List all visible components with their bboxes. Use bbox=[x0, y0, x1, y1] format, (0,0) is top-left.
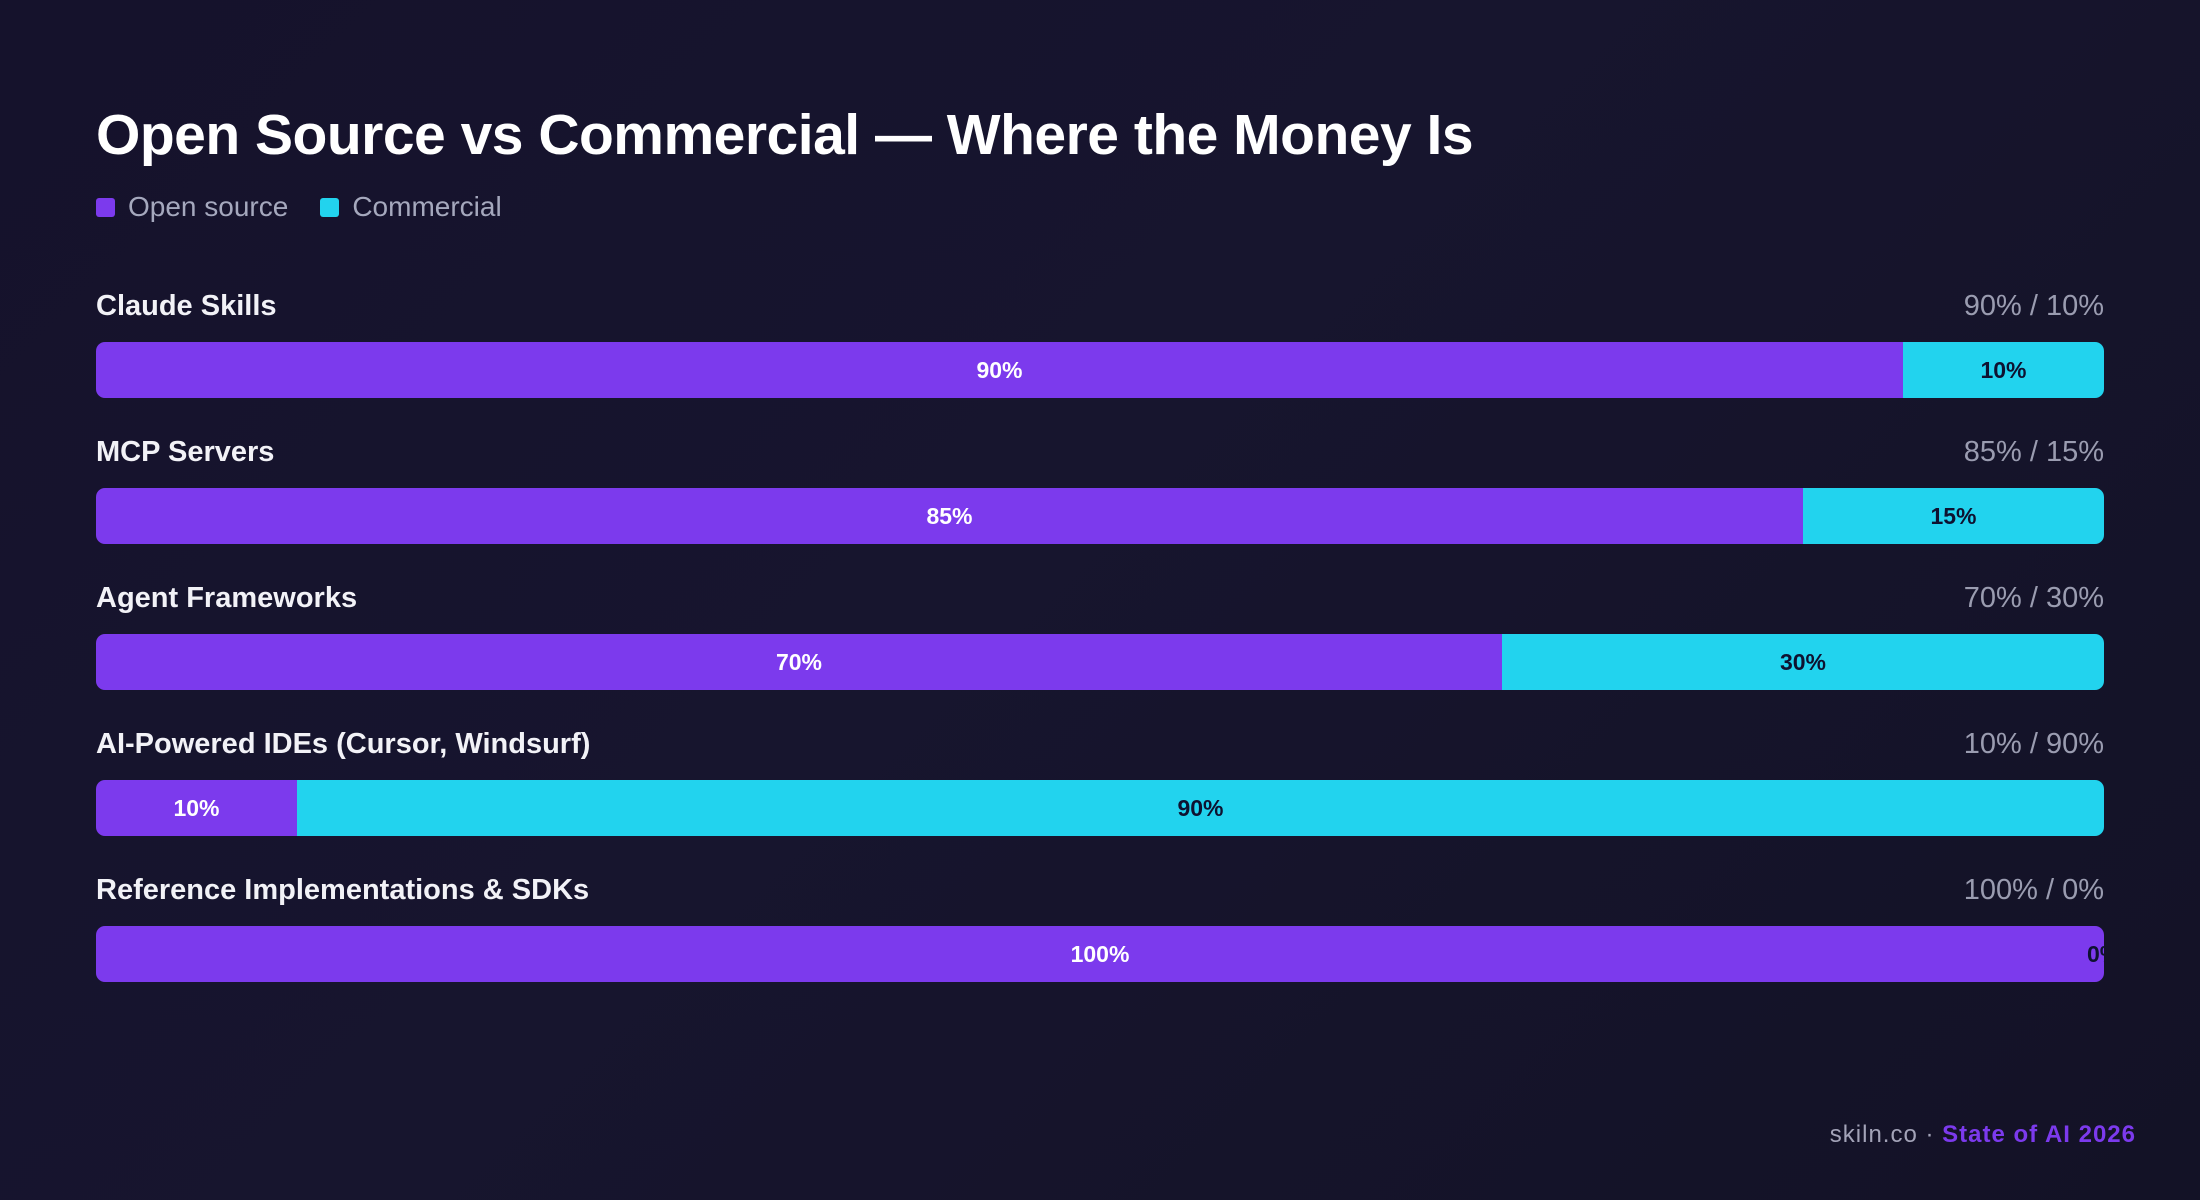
bar-segment-commercial: 15% bbox=[1803, 488, 2104, 544]
ratio-label: 85% / 15% bbox=[1963, 436, 2104, 468]
footer-domain: skiln.co bbox=[1829, 1121, 1918, 1148]
legend-label: Commercial bbox=[352, 191, 502, 222]
row-header: Agent Frameworks 70% / 30% bbox=[96, 580, 2104, 620]
chart-rows: Claude Skills 90% / 10% 90% 10% MCP Servers 8… bbox=[96, 288, 2104, 1018]
bar-segment-open-source: 85% bbox=[96, 488, 1803, 544]
chart-row: Claude Skills 90% / 10% 90% 10% bbox=[96, 288, 2104, 434]
bar-segment-commercial: 90% bbox=[297, 780, 2104, 836]
bar-segment-open-source: 100% bbox=[96, 926, 2104, 982]
chart-legend: Open source Commercial bbox=[96, 188, 534, 226]
category-label: AI-Powered IDEs (Cursor, Windsurf) bbox=[96, 728, 591, 760]
category-label: MCP Servers bbox=[96, 436, 275, 468]
bar-segment-commercial: 10% bbox=[1903, 342, 2104, 398]
footer-separator: · bbox=[1917, 1121, 1943, 1148]
category-label: Claude Skills bbox=[96, 290, 277, 322]
chart-row: Reference Implementations & SDKs 100% / 0… bbox=[96, 872, 2104, 1018]
legend-swatch bbox=[96, 197, 115, 217]
stacked-bar: 90% 10% bbox=[96, 342, 2104, 398]
chart-title: Open Source vs Commercial — Where the Mo… bbox=[96, 103, 1474, 167]
stacked-bar: 70% 30% bbox=[96, 634, 2104, 690]
legend-label: Open source bbox=[128, 191, 289, 222]
category-label: Reference Implementations & SDKs bbox=[96, 874, 590, 906]
ratio-label: 100% / 0% bbox=[1963, 874, 2104, 906]
chart-row: Agent Frameworks 70% / 30% 70% 30% bbox=[96, 580, 2104, 726]
row-header: MCP Servers 85% / 15% bbox=[96, 434, 2104, 474]
stacked-bar: 85% 15% bbox=[96, 488, 2104, 544]
stacked-bar: 100%0% bbox=[96, 926, 2104, 982]
stacked-bar: 10% 90% bbox=[96, 780, 2104, 836]
legend-item: Commercial bbox=[320, 191, 502, 223]
chart-row: AI-Powered IDEs (Cursor, Windsurf) 10% / … bbox=[96, 726, 2104, 872]
category-label: Agent Frameworks bbox=[96, 582, 358, 614]
ratio-label: 10% / 90% bbox=[1963, 728, 2104, 760]
ratio-label: 90% / 10% bbox=[1963, 290, 2104, 322]
chart-row: MCP Servers 85% / 15% 85% 15% bbox=[96, 434, 2104, 580]
bar-segment-open-source: 90% bbox=[96, 342, 1903, 398]
bar-segment-open-source: 70% bbox=[96, 634, 1502, 690]
row-header: Reference Implementations & SDKs 100% / 0… bbox=[96, 872, 2104, 912]
bar-segment-commercial: 30% bbox=[1502, 634, 2104, 690]
footer: skiln.co · State of AI 2026 bbox=[1830, 1121, 2136, 1149]
chart: Open Source vs Commercial — Where the Mo… bbox=[96, 0, 2104, 1200]
row-header: AI-Powered IDEs (Cursor, Windsurf) 10% / … bbox=[96, 726, 2104, 766]
bar-segment-open-source: 10% bbox=[96, 780, 297, 836]
legend-item: Open source bbox=[96, 191, 288, 223]
row-header: Claude Skills 90% / 10% bbox=[96, 288, 2104, 328]
ratio-label: 70% / 30% bbox=[1963, 582, 2104, 614]
legend-swatch bbox=[320, 197, 340, 217]
footer-report-title: State of AI 2026 bbox=[1942, 1121, 2136, 1148]
